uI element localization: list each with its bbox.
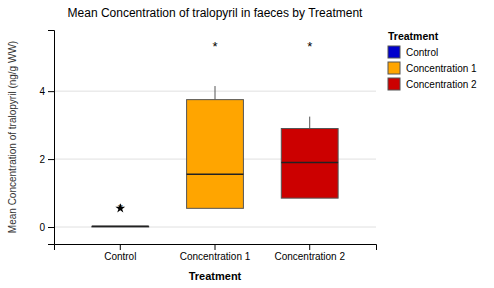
title: Mean Concentration of tralopyril in faec… <box>68 6 363 20</box>
x-tick-mark <box>215 244 216 250</box>
chart: Control Concentration 1 Concentration 2 0 2 4… <box>0 0 494 288</box>
grid <box>54 91 376 227</box>
legend-entry: Concentration 2 <box>388 78 477 90</box>
chart-container: Control Concentration 1 Concentration 2 0 2 4… <box>0 0 494 288</box>
x-tick-label: Control <box>104 251 136 262</box>
median <box>281 162 338 164</box>
x-tick-label: Concentration 2 <box>274 251 345 262</box>
legend-label: Concentration 1 <box>406 63 477 74</box>
legend-label: Control <box>406 47 438 58</box>
annotation: * <box>118 201 123 216</box>
legend-swatch <box>388 46 400 58</box>
annotations: * * * <box>118 39 312 215</box>
x-tick-mark <box>309 244 310 250</box>
legend-swatch <box>388 78 400 90</box>
y-axis: 0 2 4 <box>39 31 54 245</box>
y-axis-title: Mean Concentration of tralopyril (ng/g W… <box>7 41 18 233</box>
box <box>187 100 244 209</box>
legend-entry: Concentration 1 <box>388 62 477 74</box>
y-tick-mark <box>48 227 54 228</box>
y-tick: 2 <box>39 154 54 165</box>
y-tick-mark <box>48 91 54 92</box>
legend-swatch <box>388 62 400 74</box>
legend: Treatment Control Concentration 1 Concentra… <box>388 30 477 90</box>
y-tick-label: 0 <box>39 222 45 233</box>
annotation: * <box>212 39 217 54</box>
x-axis: Control Concentration 1 Concentration 2 <box>55 244 377 262</box>
legend-entry: Control <box>388 46 438 58</box>
x-tick-label: Concentration 1 <box>180 251 251 262</box>
annotation: * <box>307 39 312 54</box>
boxes <box>92 86 338 227</box>
grid-line <box>54 227 376 228</box>
box <box>92 226 149 228</box>
x-axis-title: Treatment <box>189 270 242 282</box>
upper-whisker <box>215 86 216 100</box>
x-tick: Control <box>104 244 136 262</box>
y-tick: 0 <box>39 222 54 233</box>
axis-line <box>55 245 377 251</box>
x-tick: Concentration 2 <box>274 244 345 262</box>
box-group <box>281 117 338 199</box>
x-tick: Concentration 1 <box>180 244 251 262</box>
y-tick-mark <box>48 159 54 160</box>
box <box>281 129 338 199</box>
legend-label: Concentration 2 <box>406 79 477 90</box>
median <box>92 226 149 228</box>
y-tick-label: 2 <box>39 154 45 165</box>
x-tick-mark <box>120 244 121 250</box>
box-group <box>187 86 244 208</box>
axis-line <box>48 31 55 245</box>
y-tick-label: 4 <box>39 86 45 97</box>
median <box>187 174 244 176</box>
upper-whisker <box>309 117 310 129</box>
legend-title: Treatment <box>388 30 439 42</box>
y-tick: 4 <box>39 86 54 97</box>
